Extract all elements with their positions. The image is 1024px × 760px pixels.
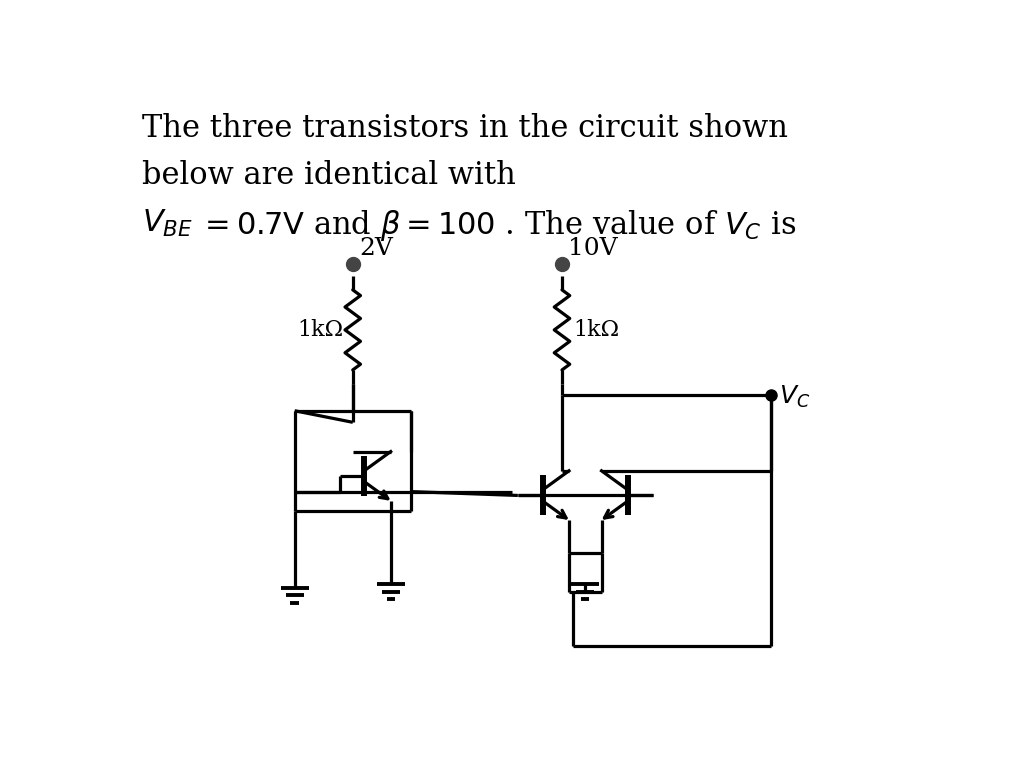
Text: The three transistors in the circuit shown: The three transistors in the circuit sho…: [142, 112, 787, 144]
Text: $V_C$: $V_C$: [779, 384, 810, 410]
Text: 2V: 2V: [359, 237, 393, 260]
Text: 10V: 10V: [568, 237, 617, 260]
Text: $V_{BE}$: $V_{BE}$: [142, 208, 193, 239]
Text: below are identical with: below are identical with: [142, 160, 516, 192]
Text: 1kΩ: 1kΩ: [297, 319, 343, 341]
Text: $= 0.7\mathrm{V}$ and $\beta = 100$ . The value of $V_C$ is: $= 0.7\mathrm{V}$ and $\beta = 100$ . Th…: [200, 208, 797, 243]
Text: 1kΩ: 1kΩ: [572, 319, 618, 341]
